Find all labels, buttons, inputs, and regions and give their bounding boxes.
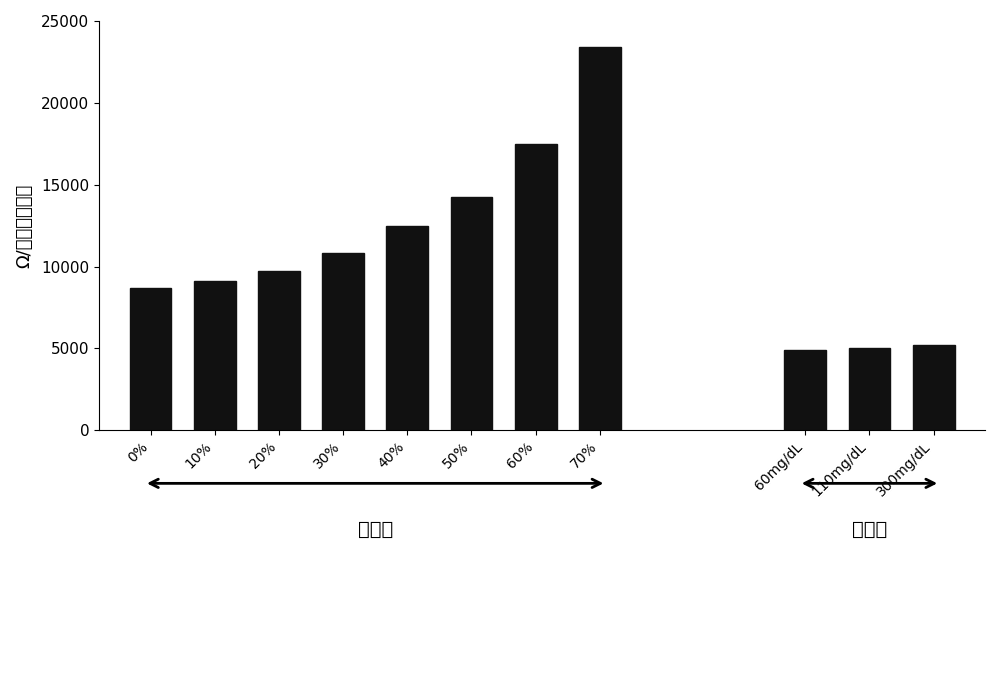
Bar xyxy=(784,350,826,430)
Bar xyxy=(258,271,300,430)
Y-axis label: Ω/目标整流幅度: Ω/目标整流幅度 xyxy=(15,183,33,268)
Bar xyxy=(194,281,236,430)
Bar xyxy=(579,47,621,430)
Text: 指尖血: 指尖血 xyxy=(358,520,393,539)
Bar xyxy=(322,252,364,430)
Text: 质控液: 质控液 xyxy=(852,520,887,539)
Bar xyxy=(515,144,557,430)
Bar xyxy=(130,288,171,430)
Bar xyxy=(849,348,890,430)
Bar xyxy=(913,345,955,430)
Bar xyxy=(386,226,428,430)
Bar xyxy=(451,197,492,430)
